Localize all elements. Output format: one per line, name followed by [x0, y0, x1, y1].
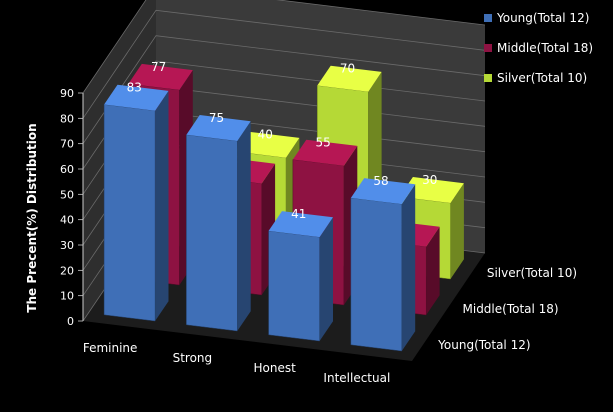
x-tick-label: Feminine	[83, 341, 138, 355]
bar-side	[401, 184, 416, 351]
y-tick-label: 40	[60, 214, 74, 227]
depth-tick-label: Young(Total 12)	[437, 338, 530, 352]
x-tick-label: Honest	[253, 361, 296, 375]
bar-top	[317, 65, 382, 92]
legend-swatch	[484, 14, 492, 22]
bar-side	[426, 226, 440, 315]
bar: 58	[350, 174, 416, 352]
depth-tick-label: Middle(Total 18)	[463, 302, 559, 316]
bars: 304070307744552783754158	[103, 60, 464, 352]
bar-top	[399, 177, 464, 203]
y-axis-label: The Precent(%) Distribution	[25, 123, 39, 312]
legend-swatch	[484, 74, 492, 82]
x-tick-label: Strong	[173, 351, 213, 365]
depth-tick-label: Silver(Total 10)	[487, 266, 577, 280]
data-label: 75	[209, 111, 224, 125]
x-axis: Feminine Strong Honest Intellectual	[83, 341, 390, 385]
y-tick-label: 10	[60, 290, 74, 303]
data-label: 30	[422, 173, 437, 187]
y-tick-label: 90	[60, 87, 74, 100]
bar-side	[319, 217, 333, 341]
bar-top	[350, 178, 416, 205]
data-label: 40	[258, 128, 273, 142]
bar-front	[103, 104, 156, 322]
data-label: 77	[151, 60, 166, 74]
gridline	[82, 0, 486, 94]
data-label: 41	[291, 207, 306, 221]
bar-top	[268, 211, 333, 238]
bar-top	[292, 139, 358, 166]
legend: Young(Total 12) Middle(Total 18) Silver(To…	[484, 11, 593, 85]
bar: 41	[268, 207, 333, 342]
bar-top	[128, 63, 193, 90]
legend-label: Silver(Total 10)	[497, 71, 587, 85]
bar-side	[155, 90, 169, 322]
bar: 75	[186, 111, 251, 332]
y-tick-label: 30	[60, 239, 74, 252]
y-tick-label: 50	[60, 188, 74, 201]
data-label: 70	[340, 62, 355, 76]
bar-top	[186, 115, 251, 141]
y-tick-label: 20	[60, 264, 74, 277]
bar-side	[450, 183, 464, 279]
y-tick-label: 70	[60, 138, 74, 151]
gridline	[82, 9, 486, 119]
legend-label: Middle(Total 18)	[497, 41, 593, 55]
legend-swatch	[484, 44, 492, 52]
y-tick-label: 60	[60, 163, 74, 176]
y-tick-label: 80	[60, 112, 74, 125]
bar-front	[186, 134, 238, 332]
y-tick-label: 0	[67, 315, 74, 328]
bar-top	[104, 84, 169, 111]
bar-front	[268, 230, 320, 342]
bar-front	[350, 197, 403, 352]
bar-side	[237, 121, 251, 331]
depth-axis: Young(Total 12) Middle(Total 18) Silver(To…	[437, 266, 577, 352]
data-label: 58	[373, 174, 388, 188]
bar-top	[235, 131, 300, 158]
data-label: 55	[315, 136, 330, 150]
data-label: 83	[127, 81, 142, 95]
bar: 83	[103, 81, 169, 322]
x-tick-label: Intellectual	[323, 371, 390, 385]
legend-label: Young(Total 12)	[496, 11, 589, 25]
